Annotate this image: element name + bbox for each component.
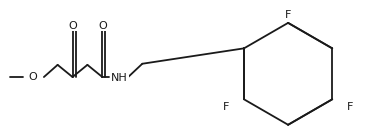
Text: F: F — [223, 102, 230, 112]
Text: O: O — [28, 72, 37, 82]
Text: O: O — [68, 21, 77, 30]
Text: F: F — [347, 102, 353, 112]
Text: F: F — [285, 10, 291, 20]
Text: NH: NH — [111, 73, 128, 83]
Text: O: O — [98, 21, 107, 30]
